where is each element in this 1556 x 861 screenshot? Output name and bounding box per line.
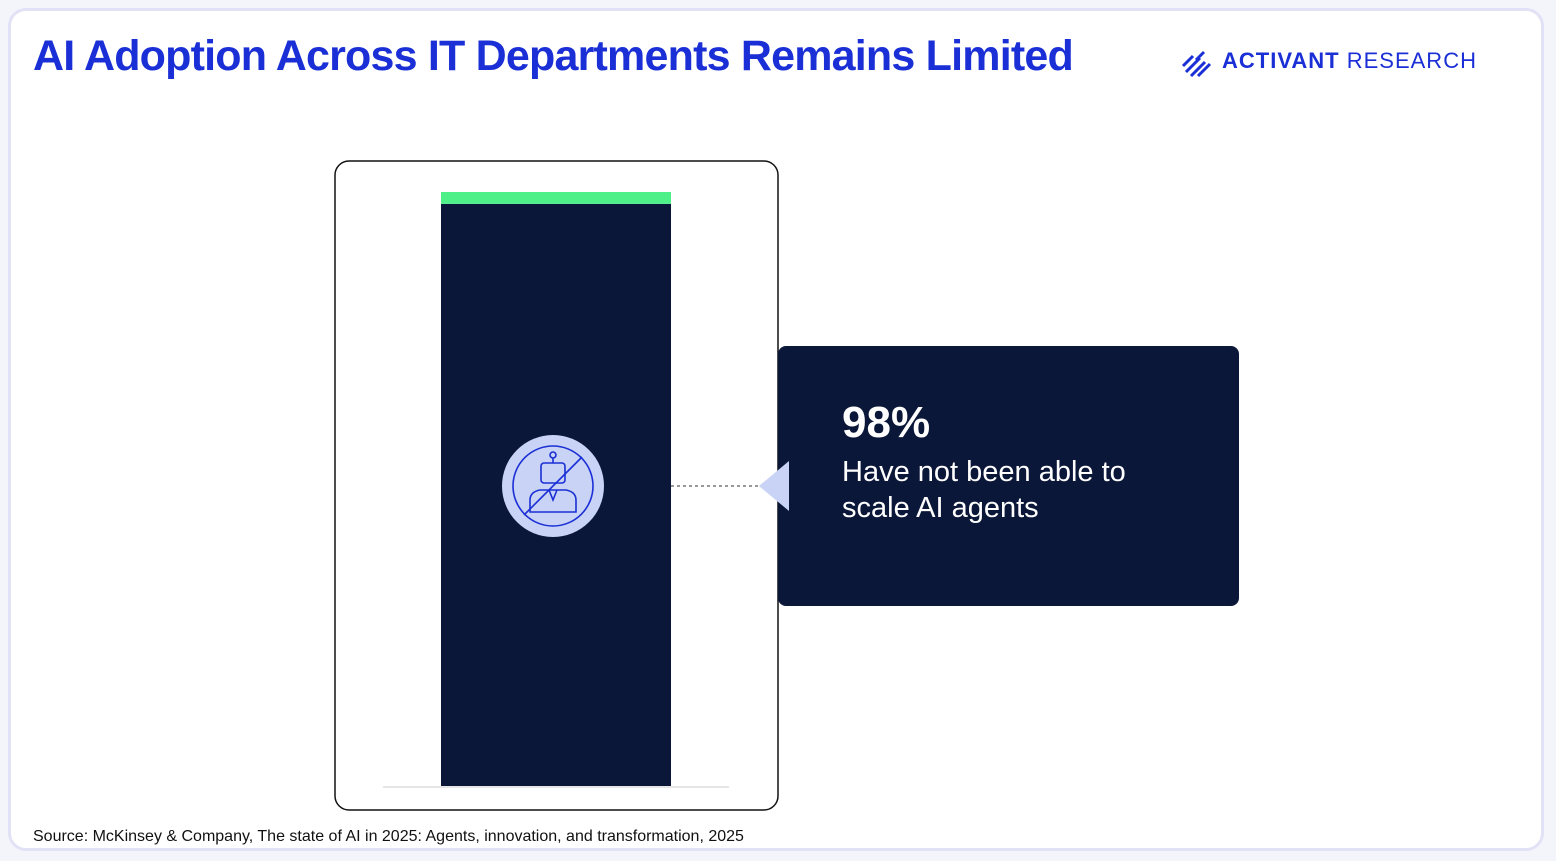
slash <box>523 456 583 516</box>
robot-icon <box>502 435 604 537</box>
callout-text: Have not been able to scale AI agents <box>842 456 1126 524</box>
callout-pointer <box>759 461 789 511</box>
robot-body <box>529 489 577 513</box>
brand-name: ACTIVANT <box>1222 48 1340 73</box>
brand: ACTIVANT RESEARCH <box>1222 48 1477 74</box>
callout-box <box>778 346 1239 606</box>
bar-segment <box>441 192 671 204</box>
logo-icon <box>1181 50 1212 78</box>
brand-suffix: RESEARCH <box>1346 48 1477 73</box>
value-label: 98% <box>842 398 931 447</box>
icon-ring <box>512 445 594 527</box>
title: AI Adoption Across IT Departments Remain… <box>33 32 1074 80</box>
source: Source: McKinsey & Company, The state of… <box>33 828 744 845</box>
